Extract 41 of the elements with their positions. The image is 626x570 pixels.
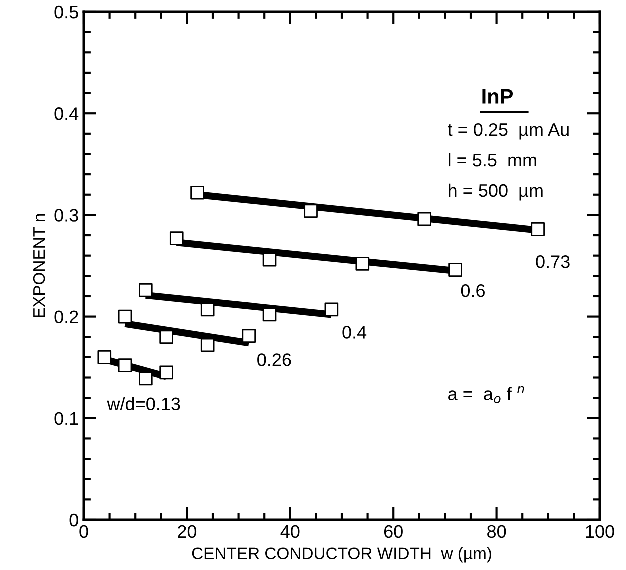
annotation: a = a$_{o}$ f $^{n}$ <box>448 386 524 404</box>
point <box>118 358 132 372</box>
annotation: h = 500 µm <box>449 184 543 201</box>
point <box>200 302 215 317</box>
y-tick-label: 0.2 <box>54 310 78 324</box>
point <box>531 222 545 236</box>
point <box>139 283 153 298</box>
x-tick-label: 20 <box>178 525 197 538</box>
annotation: InP <box>482 89 514 104</box>
x-tick-label: 40 <box>280 525 300 538</box>
x-tick-label: 0 <box>80 525 88 538</box>
x-tick-label: 60 <box>384 525 403 538</box>
x-tick-label: 100 <box>586 525 614 538</box>
y-axis-title: EXPONENT n <box>33 214 46 318</box>
point <box>190 186 204 200</box>
y-tick-label: 0.5 <box>54 6 78 19</box>
annotation: 0.73 <box>536 256 570 268</box>
point <box>160 366 174 380</box>
x-tick-label: 80 <box>488 525 506 538</box>
point <box>448 263 462 277</box>
point <box>98 350 112 364</box>
annotation: l = 5.5 mm <box>448 153 536 167</box>
point <box>418 212 432 226</box>
y-tick-label: 0.4 <box>54 108 79 120</box>
point <box>356 257 370 271</box>
point <box>170 232 184 246</box>
point <box>262 253 277 267</box>
x-axis-title: CENTER CONDUCTOR WIDTH w (µm) <box>192 547 492 563</box>
y-tick-label: 0 <box>70 514 78 527</box>
point <box>262 308 277 322</box>
point <box>118 310 132 324</box>
annotation: w/d=0.13 <box>107 397 180 411</box>
annotation: t = 0.25 µm Au <box>448 123 569 140</box>
point <box>304 204 318 218</box>
point <box>324 302 339 317</box>
annotation: 0.6 <box>461 284 485 298</box>
point <box>242 329 256 344</box>
annotation: 0.26 <box>258 354 292 366</box>
y-tick-label: 0.1 <box>54 412 78 426</box>
annotation: 0.4 <box>342 326 367 339</box>
y-tick-label: 0.3 <box>54 209 78 222</box>
